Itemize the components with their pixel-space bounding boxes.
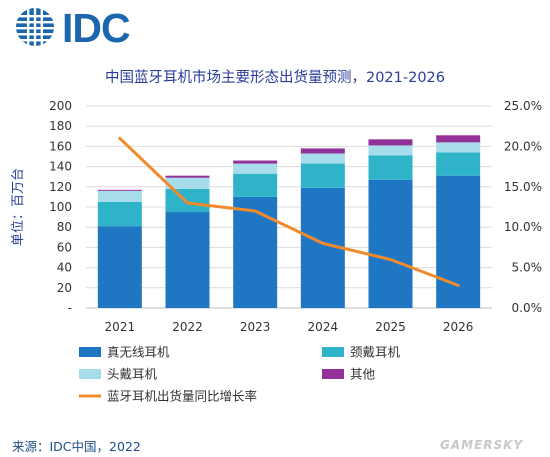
x-tick-label: 2026 [443,320,474,334]
bar-3-2025 [368,145,413,156]
bar-3-2022 [165,177,210,189]
y-tick-label: 100 [49,200,72,214]
bar-2-2023 [233,173,278,197]
bar-3-2021 [97,190,142,202]
bar-2-2026 [436,152,481,176]
y-axis-label: 单位：百万台 [11,168,26,246]
y-tick-label: 40 [57,261,72,275]
bar-3-2024 [300,153,345,164]
y-tick-label: 200 [49,99,72,113]
y2-tick-label: 0.0% [512,301,543,315]
bar-1-2023 [233,196,278,308]
bar-2-2024 [300,163,345,188]
bar-2-2025 [368,155,413,180]
x-tick-label: 2025 [375,320,406,334]
growth-rate-point [253,209,257,213]
x-tick-label: 2023 [240,320,271,334]
x-tick-label: 2024 [308,320,339,334]
globe-icon [16,8,54,46]
y2-tick-label: 25.0% [504,99,542,113]
legend-label: 颈戴耳机 [350,345,401,360]
y2-tick-label: 10.0% [504,220,542,234]
legend-swatch [322,347,344,357]
growth-rate-line [118,136,460,287]
bar-4-2022 [165,175,210,178]
legend-label: 其他 [350,367,376,382]
bar-3-2023 [233,163,278,174]
y-tick-label: 80 [57,220,72,234]
growth-rate-point [118,136,122,140]
bar-3-2026 [436,142,481,153]
bar-1-2022 [165,212,210,308]
legend-label: 真无线耳机 [107,345,170,360]
bar-2-2021 [97,201,142,227]
logo-wordmark: IDC [62,5,131,51]
bar-4-2021 [97,189,142,191]
y2-tick-label: 15.0% [504,180,542,194]
y2-tick-label: 5.0% [512,261,543,275]
y2-tick-label: 20.0% [504,139,542,153]
watermark: GAMERSKY [440,438,524,452]
x-tick-label: 2022 [172,320,203,334]
legend-swatch [79,369,101,379]
legend-label: 蓝牙耳机出货量同比增长率 [107,389,257,404]
bar-1-2025 [368,179,413,308]
growth-rate-point [321,241,325,245]
bar-4-2025 [368,139,413,146]
bar-4-2024 [300,148,345,154]
growth-rate-point [186,201,189,205]
legend-label: 头戴耳机 [107,367,158,382]
y-tick-label: 160 [49,139,72,153]
growth-rate-point [456,283,460,287]
y-tick-label: 20 [57,281,72,295]
x-tick-label: 2021 [105,320,136,334]
bar-1-2021 [97,226,142,308]
bar-2-2022 [165,188,210,213]
source-note: 来源：IDC中国，2022 [12,439,141,454]
y-tick-label: 140 [49,160,72,174]
idc-logo: IDC [14,5,131,51]
chart-title: 中国蓝牙耳机市场主要形态出货量预测，2021-2026 [104,70,446,86]
legend-swatch [79,347,101,357]
growth-rate-point [389,258,392,262]
legend-swatch [322,369,344,379]
y-tick-label: 180 [49,119,72,133]
bar-1-2026 [436,175,481,308]
bar-4-2023 [233,160,278,164]
y-tick-label: 60 [57,240,72,254]
bar-4-2026 [436,135,481,143]
y-tick-label: 120 [49,180,72,194]
y-tick-label: - [68,301,72,315]
